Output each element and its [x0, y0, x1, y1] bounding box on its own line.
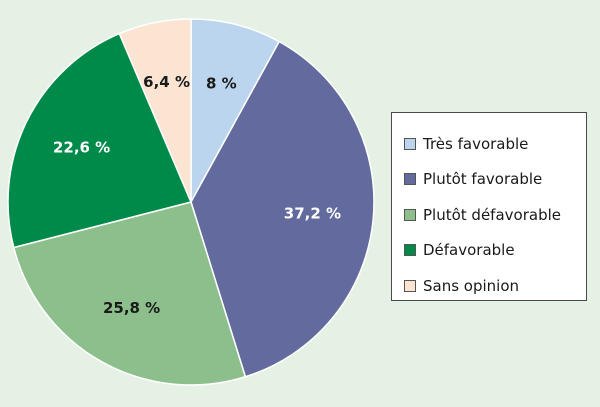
legend-item-plutot-defavorable: Plutôt défavorable [404, 197, 586, 233]
legend-item-tres-favorable: Très favorable [404, 126, 586, 162]
legend: Très favorable Plutôt favorable Plutôt d… [391, 112, 587, 301]
slice-label-plutot-defavorable: 25,8 % [103, 299, 160, 317]
slice-label-tres-favorable: 8 % [206, 74, 237, 92]
legend-item-plutot-favorable: Plutôt favorable [404, 162, 586, 198]
legend-label-plutot-favorable: Plutôt favorable [423, 170, 543, 189]
slice-label-defavorable: 22,6 % [53, 139, 110, 157]
legend-swatch-plutot-favorable [404, 173, 416, 186]
legend-label-plutot-defavorable: Plutôt défavorable [423, 205, 561, 224]
legend-swatch-defavorable [404, 244, 416, 257]
pie-slice-defavorable [7, 32, 192, 249]
legend-swatch-plutot-defavorable [404, 208, 416, 221]
legend-label-sans-opinion: Sans opinion [423, 276, 520, 295]
legend-item-sans-opinion: Sans opinion [404, 268, 586, 304]
legend-swatch-sans-opinion [404, 279, 416, 292]
legend-label-defavorable: Défavorable [423, 241, 515, 260]
legend-label-tres-favorable: Très favorable [423, 134, 529, 153]
pie-slice-plutot-favorable [190, 40, 375, 378]
slice-label-plutot-favorable: 37,2 % [284, 205, 341, 223]
pie-slice-plutot-defavorable [13, 201, 247, 386]
pie-slice-tres-favorable [190, 18, 280, 203]
slice-label-sans-opinion: 6,4 % [143, 73, 190, 91]
legend-swatch-tres-favorable [404, 137, 416, 150]
legend-item-defavorable: Défavorable [404, 233, 586, 269]
pie-slice-sans-opinion [118, 18, 192, 203]
